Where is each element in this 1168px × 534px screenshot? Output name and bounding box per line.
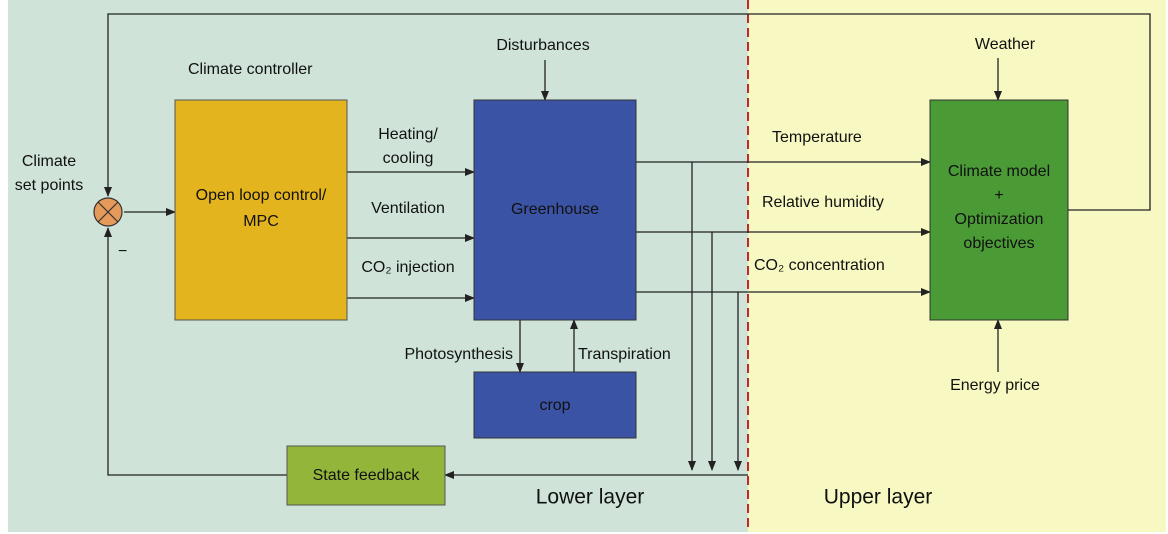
signal-label: Temperature <box>772 129 862 146</box>
signal-label: Photosynthesis <box>404 346 513 363</box>
block-label: crop <box>539 397 570 414</box>
signal-label: CO₂ concentration <box>754 257 885 274</box>
label: set points <box>15 177 83 194</box>
signal-label: Relative humidity <box>762 194 884 211</box>
summing-junction <box>93 197 123 227</box>
layer-label: Lower layer <box>536 486 645 509</box>
signal-label: CO₂ injection <box>361 259 454 276</box>
block-label: + <box>994 187 1003 204</box>
block-label: objectives <box>963 235 1034 252</box>
signal-label: cooling <box>383 150 434 167</box>
label: Energy price <box>950 377 1040 394</box>
signal-label: Transpiration <box>578 346 671 363</box>
crop-block <box>473 371 637 439</box>
label: Climate controller <box>188 61 313 78</box>
label: Weather <box>975 36 1036 53</box>
block-label: Greenhouse <box>511 201 599 218</box>
model-block <box>929 99 1069 321</box>
block-label: MPC <box>243 213 279 230</box>
label: Disturbances <box>496 37 589 54</box>
controller-block <box>174 99 348 321</box>
signal-label: Heating/ <box>378 126 438 143</box>
label: − <box>118 243 127 260</box>
block-label: Optimization <box>955 211 1044 228</box>
block-label: Open loop control/ <box>196 187 327 204</box>
greenhouse-block <box>473 99 637 321</box>
connectors <box>104 13 1151 479</box>
block-label: State feedback <box>313 467 421 484</box>
signal-label: Ventilation <box>371 200 445 217</box>
label: Climate <box>22 153 76 170</box>
feedback-block <box>286 445 446 506</box>
layer-label: Upper layer <box>824 486 933 509</box>
block-label: Climate model <box>948 163 1050 180</box>
